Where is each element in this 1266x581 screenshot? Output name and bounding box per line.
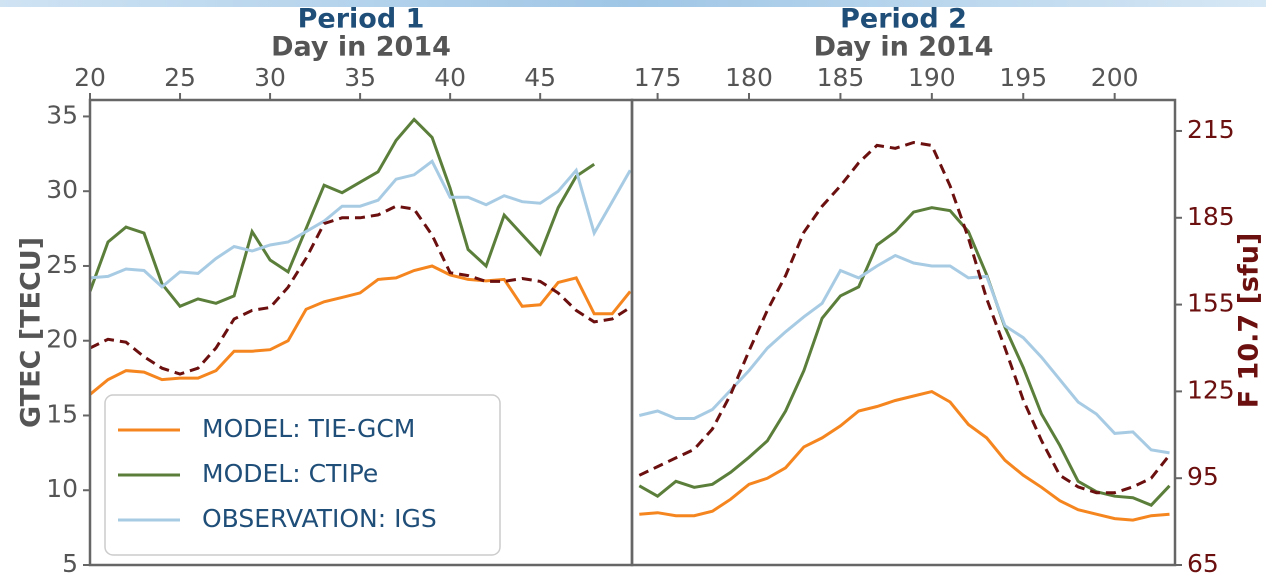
y2-tick-label: 155 bbox=[1187, 289, 1235, 318]
panel-title: Period 2 bbox=[840, 4, 967, 35]
y2-tick-label: 185 bbox=[1187, 202, 1235, 231]
legend-label: OBSERVATION: IGS bbox=[202, 504, 437, 533]
series-line bbox=[639, 390, 1170, 522]
y-tick-label: 5 bbox=[62, 549, 78, 578]
x-tick-label: 35 bbox=[344, 63, 376, 92]
series-line bbox=[638, 253, 1170, 455]
y-axis-label: GTEC [TECU] bbox=[16, 237, 47, 428]
panel-title: Period 1 bbox=[298, 4, 425, 35]
y2-tick-label: 125 bbox=[1187, 375, 1235, 404]
y-tick-label: 20 bbox=[46, 325, 78, 354]
series-line bbox=[90, 264, 632, 396]
x-axis-label: Day in 2014 bbox=[271, 32, 451, 63]
y2-axis-label: F 10.7 [sfu] bbox=[1234, 233, 1265, 409]
x-tick-label: 25 bbox=[164, 63, 196, 92]
x-tick-label: 40 bbox=[434, 63, 466, 92]
x-tick-label: 175 bbox=[634, 63, 682, 92]
x-tick-label: 195 bbox=[999, 63, 1047, 92]
y-tick-label: 15 bbox=[46, 399, 78, 428]
y2-tick-label: 95 bbox=[1187, 462, 1219, 491]
y2-tick-label: 215 bbox=[1187, 115, 1235, 144]
plot-frame bbox=[630, 98, 1177, 567]
series-line bbox=[90, 159, 632, 289]
y-tick-label: 35 bbox=[46, 100, 78, 129]
x-tick-label: 20 bbox=[74, 63, 106, 92]
y-tick-label: 25 bbox=[46, 250, 78, 279]
x-axis-label: Day in 2014 bbox=[814, 32, 994, 63]
dashed-line bbox=[90, 204, 632, 376]
x-tick-label: 200 bbox=[1091, 63, 1139, 92]
top-strip bbox=[0, 0, 1266, 7]
legend-box bbox=[104, 394, 501, 556]
y-tick-label: 30 bbox=[46, 175, 78, 204]
x-tick-label: 45 bbox=[524, 63, 556, 92]
series-line bbox=[90, 117, 596, 309]
x-tick-label: 185 bbox=[817, 63, 865, 92]
x-tick-label: 180 bbox=[725, 63, 773, 92]
y2-tick-label: 65 bbox=[1187, 549, 1219, 578]
dashed-line bbox=[638, 140, 1171, 495]
series-line bbox=[638, 206, 1171, 507]
legend-label: MODEL: TIE-GCM bbox=[202, 414, 415, 443]
legend-label: MODEL: CTIPe bbox=[202, 459, 378, 488]
x-tick-label: 30 bbox=[254, 63, 286, 92]
x-tick-label: 190 bbox=[908, 63, 956, 92]
y-tick-label: 10 bbox=[46, 474, 78, 503]
